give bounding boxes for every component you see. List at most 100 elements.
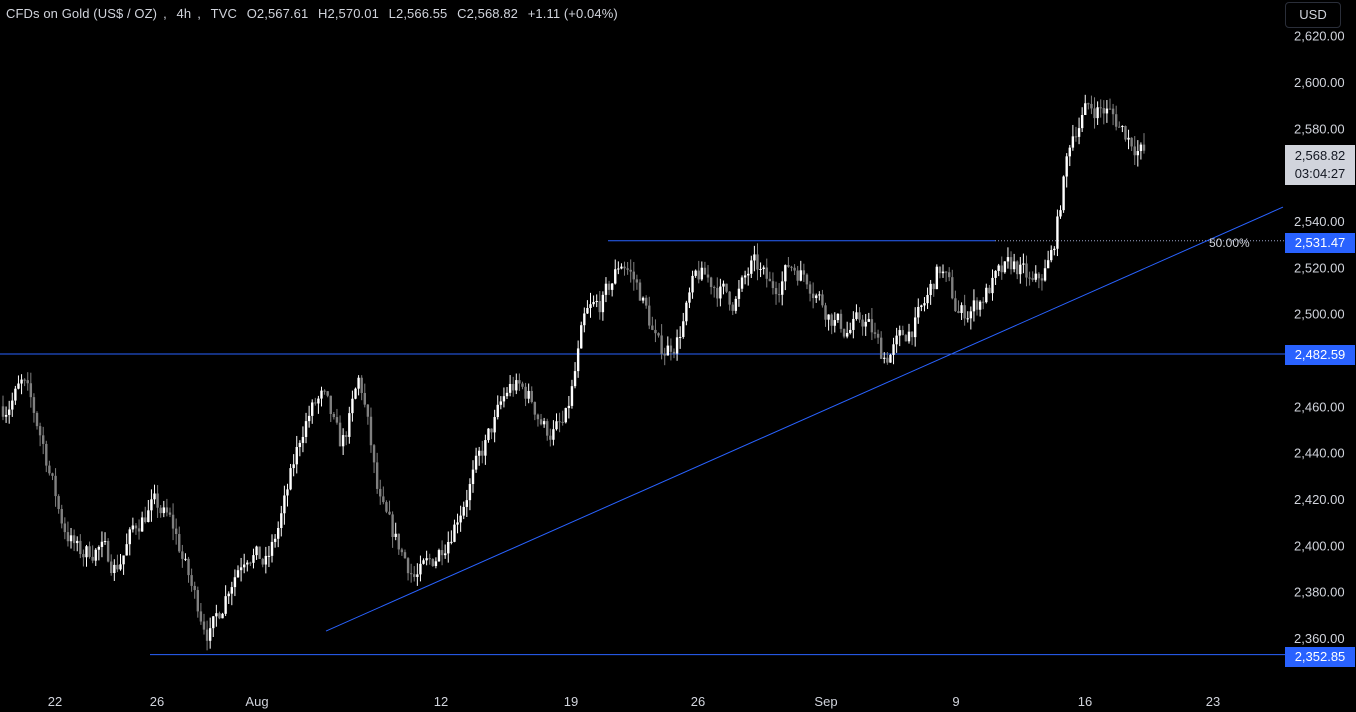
candle-body [304, 421, 308, 437]
candle-body [144, 517, 147, 522]
candle-body [459, 515, 462, 523]
candle-body [1053, 248, 1056, 251]
candle-body [1009, 257, 1013, 270]
candle [719, 278, 722, 307]
candle-body [808, 284, 812, 294]
candle [549, 428, 552, 447]
candle [267, 545, 271, 568]
symbol-sep: , [197, 6, 205, 21]
candle [518, 373, 521, 391]
candle [944, 271, 948, 282]
candle [382, 486, 385, 505]
candle-body [635, 279, 639, 283]
candle-body [917, 306, 920, 318]
candle-body [700, 267, 704, 280]
candle-body [351, 398, 354, 414]
candle [793, 264, 796, 276]
candle [23, 378, 26, 387]
candle [1037, 271, 1041, 289]
candle-body [249, 562, 252, 564]
candle [354, 387, 357, 400]
candle-body [416, 574, 419, 577]
candle-body [796, 270, 799, 281]
candle-body [332, 414, 336, 418]
candle [1142, 133, 1146, 154]
trendline[interactable] [325, 206, 1284, 632]
candle-body [1077, 128, 1081, 137]
candle [292, 454, 295, 477]
candle [901, 325, 905, 336]
candle [1031, 271, 1034, 282]
candle-body [162, 507, 165, 514]
candle-body [564, 408, 567, 423]
candle [685, 300, 688, 326]
candle-body [348, 413, 351, 437]
candle-body [935, 266, 939, 290]
candle-body [110, 561, 113, 574]
candle-body [230, 587, 234, 594]
candle-body [1016, 261, 1019, 275]
interval-label[interactable]: 4h [176, 6, 192, 21]
candle [208, 617, 212, 649]
low-value: L2,566.55 [388, 6, 448, 21]
candle [759, 262, 762, 278]
candle [552, 420, 555, 446]
candle-body [236, 570, 240, 578]
candle-body [552, 429, 555, 440]
candle [113, 559, 116, 581]
candle [725, 283, 728, 294]
candle [1022, 253, 1025, 274]
candle-body [648, 305, 651, 326]
candle-body [298, 442, 302, 448]
time-axis-tick: 19 [564, 694, 578, 709]
candle [440, 540, 444, 566]
candle [199, 603, 203, 625]
candle-body [907, 331, 911, 342]
candle [858, 307, 861, 323]
candle [598, 290, 601, 320]
candle-body [29, 383, 33, 398]
price-axis-tick: 2,380.00 [1294, 585, 1345, 600]
candle-body [518, 380, 521, 384]
candle [799, 260, 802, 282]
candle-body [994, 270, 997, 278]
candle-body [20, 379, 23, 384]
candle-body [747, 273, 750, 276]
candle [505, 387, 509, 400]
candle-body [963, 305, 966, 319]
candle-body [1139, 144, 1143, 152]
candle-body [456, 522, 459, 525]
candle-body [567, 405, 571, 409]
candle [533, 401, 537, 421]
candle-body [72, 535, 76, 544]
candle [72, 529, 76, 552]
candle-body [929, 283, 932, 295]
candle [1012, 253, 1016, 273]
candle-body [1130, 137, 1133, 147]
symbol-name[interactable]: CFDs on Gold (US$ / OZ) [6, 6, 158, 21]
last-price-tag: 2,568.82 03:04:27 [1285, 145, 1355, 185]
candle-body [706, 274, 710, 278]
candle [134, 523, 138, 535]
candle-body [11, 400, 14, 410]
candle [703, 261, 707, 275]
currency-button[interactable]: USD [1285, 2, 1341, 28]
candle-body [1108, 108, 1112, 110]
candle-body [329, 395, 332, 415]
candle [314, 397, 317, 406]
candle-body [1, 406, 5, 417]
candle-body [629, 269, 632, 272]
candle-body [1074, 136, 1078, 138]
candle [264, 546, 268, 574]
last-price-value: 2,568.82 [1294, 148, 1346, 163]
candle-body [521, 383, 524, 387]
candle-body [187, 558, 190, 576]
candle [400, 547, 404, 556]
candle [607, 280, 611, 296]
candle [218, 611, 221, 620]
candle [221, 612, 224, 619]
candle-body [425, 558, 428, 561]
candle [1096, 101, 1099, 125]
